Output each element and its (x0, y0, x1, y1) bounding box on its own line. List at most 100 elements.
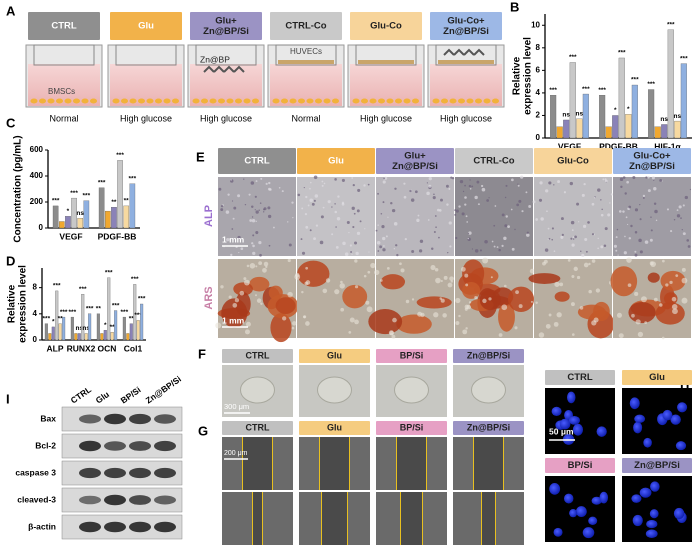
mineral-nodule (660, 284, 675, 310)
group-label: CTRL (244, 156, 270, 167)
texture (258, 261, 263, 266)
cell (298, 98, 305, 104)
texture (567, 259, 571, 262)
y-tick-label: 200 (30, 197, 44, 206)
cell (30, 98, 38, 104)
texture (244, 329, 250, 335)
texture (525, 191, 528, 194)
texture (426, 191, 430, 196)
group-label: Zn@BP/Si (467, 422, 510, 432)
group-header (350, 12, 422, 40)
texture (404, 237, 407, 241)
texture (466, 304, 472, 310)
protein-label: β-actin (28, 521, 56, 531)
cell (361, 98, 368, 104)
cell (138, 98, 145, 104)
texture (572, 238, 575, 240)
texture (353, 212, 356, 215)
texture (434, 267, 439, 272)
significance: ns (76, 210, 84, 217)
y-axis-label: expression level (523, 37, 534, 115)
texture (496, 246, 499, 249)
texture (455, 320, 460, 326)
texture (689, 188, 692, 191)
texture (244, 279, 250, 286)
texture (382, 236, 386, 241)
texture (259, 253, 262, 257)
bar (74, 333, 78, 341)
texture (651, 176, 655, 180)
texture (459, 179, 464, 184)
nucleus (568, 416, 580, 425)
group-label: CTRL (567, 372, 593, 383)
x-tick-label: Col1 (124, 343, 143, 353)
texture (251, 205, 254, 209)
group-label: Glu-Co (370, 21, 402, 32)
cell (47, 98, 55, 104)
material (473, 48, 485, 56)
texture (321, 180, 324, 183)
medium (28, 64, 100, 106)
texture (571, 275, 575, 279)
texture (336, 216, 341, 221)
texture (653, 187, 657, 191)
insert (115, 44, 177, 66)
texture (288, 243, 292, 247)
texture (553, 321, 559, 327)
mineral-nodule (507, 286, 535, 313)
bar (126, 333, 130, 341)
texture (588, 262, 591, 266)
texture (262, 267, 267, 273)
texture (447, 251, 449, 254)
texture (265, 265, 268, 269)
nucleus (572, 423, 584, 436)
texture (342, 241, 346, 246)
texture (634, 291, 639, 297)
texture (341, 201, 345, 205)
insert (435, 44, 497, 66)
texture (351, 253, 353, 255)
texture (351, 206, 355, 210)
row-label: ALP (203, 205, 215, 227)
significance: * (104, 322, 107, 329)
texture (365, 300, 370, 305)
texture (417, 311, 423, 317)
texture (488, 297, 492, 301)
texture (334, 203, 336, 205)
texture (393, 248, 396, 250)
texture (438, 209, 442, 212)
panel-letter: D (6, 253, 15, 268)
condition: High glucose (200, 113, 252, 123)
texture (686, 239, 690, 242)
texture (387, 216, 389, 218)
texture (294, 274, 301, 280)
bar (122, 316, 126, 341)
significance: ** (129, 315, 135, 322)
texture (639, 203, 641, 206)
texture (578, 221, 580, 223)
spheroid (471, 376, 506, 404)
bar (114, 310, 118, 341)
texture (447, 282, 453, 288)
panel-letter: C (6, 115, 16, 130)
texture (354, 319, 359, 325)
cell (403, 98, 411, 104)
texture (461, 212, 465, 216)
texture (682, 232, 686, 236)
texture (433, 230, 436, 234)
mineral-nodule (416, 296, 452, 309)
texture (301, 290, 304, 294)
texture (569, 181, 574, 186)
texture (458, 205, 461, 208)
texture (618, 333, 624, 339)
texture (305, 321, 310, 326)
bar (107, 277, 111, 341)
texture (530, 300, 533, 303)
group-label: Glu (327, 422, 342, 432)
mineral-nodule (342, 284, 368, 309)
texture (539, 181, 543, 185)
texture (676, 209, 679, 211)
texture (634, 231, 638, 234)
significance: *** (598, 87, 606, 94)
bar (104, 210, 111, 229)
